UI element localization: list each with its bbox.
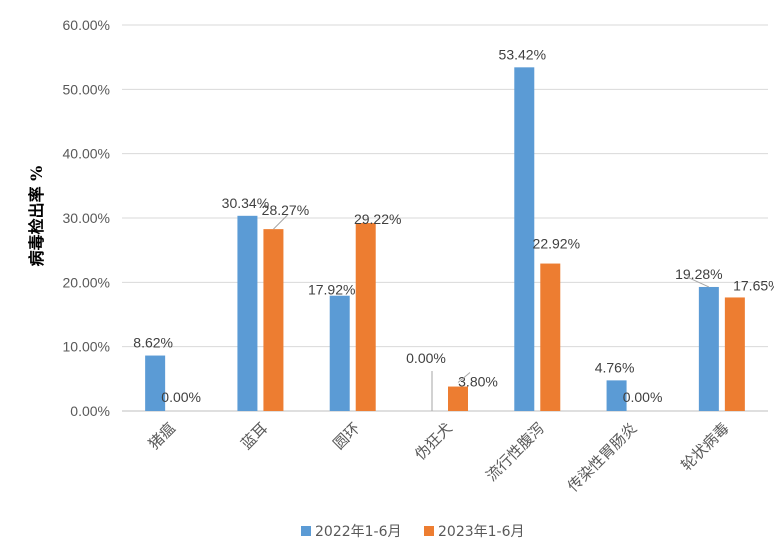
bar-2023 <box>448 386 468 411</box>
y-tick-label: 60.00% <box>63 17 110 33</box>
legend-label: 2022年1-6月 <box>315 524 402 540</box>
leader-line <box>273 214 288 230</box>
leader-line <box>457 372 471 383</box>
data-label: 17.92% <box>308 282 355 298</box>
x-category-label: 圆环 <box>330 419 364 453</box>
data-label: 19.28% <box>675 266 722 282</box>
data-label: 17.65% <box>733 277 774 293</box>
y-axis-title: 病毒检出率 % <box>27 166 46 267</box>
data-label: 8.62% <box>133 335 173 351</box>
data-label: 28.27% <box>262 202 309 218</box>
x-category-label: 伪狂犬 <box>411 419 456 464</box>
x-category-label: 蓝耳 <box>237 419 271 453</box>
data-label: 3.80% <box>458 374 498 390</box>
data-label: 30.34% <box>222 195 269 211</box>
data-label: 0.00% <box>406 350 446 366</box>
y-tick-label: 0.00% <box>70 403 110 419</box>
y-tick-label: 10.00% <box>63 339 110 355</box>
bar-2023 <box>263 229 284 411</box>
bar-2022 <box>145 355 166 411</box>
bar-2023 <box>724 297 745 411</box>
y-tick-label: 50.00% <box>63 81 110 97</box>
x-category-label: 流行性腹泻 <box>482 419 548 485</box>
bar-2022 <box>698 286 719 411</box>
y-tick-label: 30.00% <box>63 210 110 226</box>
data-label: 0.00% <box>161 389 201 405</box>
y-tick-label: 20.00% <box>63 274 110 290</box>
legend-swatch <box>424 526 434 536</box>
data-label: 22.92% <box>533 236 580 252</box>
bar-2022 <box>514 67 535 412</box>
data-label: 4.76% <box>595 359 635 375</box>
data-label: 0.00% <box>623 389 663 405</box>
bar-2022 <box>329 295 350 411</box>
leader-line <box>686 276 710 288</box>
bar-2022 <box>237 215 258 411</box>
legend-label: 2023年1-6月 <box>438 524 525 540</box>
x-category-label: 轮状病毒 <box>678 419 733 474</box>
x-category-label: 传染性胃肠炎 <box>564 419 640 495</box>
data-label: 53.42% <box>499 46 546 62</box>
x-category-label: 猪瘟 <box>145 419 179 453</box>
bar-2022 <box>606 380 627 411</box>
data-label: 29.22% <box>354 211 401 227</box>
bar-2023 <box>355 223 376 411</box>
legend-swatch <box>301 526 311 536</box>
y-tick-label: 40.00% <box>63 146 110 162</box>
bar-2023 <box>540 263 561 411</box>
